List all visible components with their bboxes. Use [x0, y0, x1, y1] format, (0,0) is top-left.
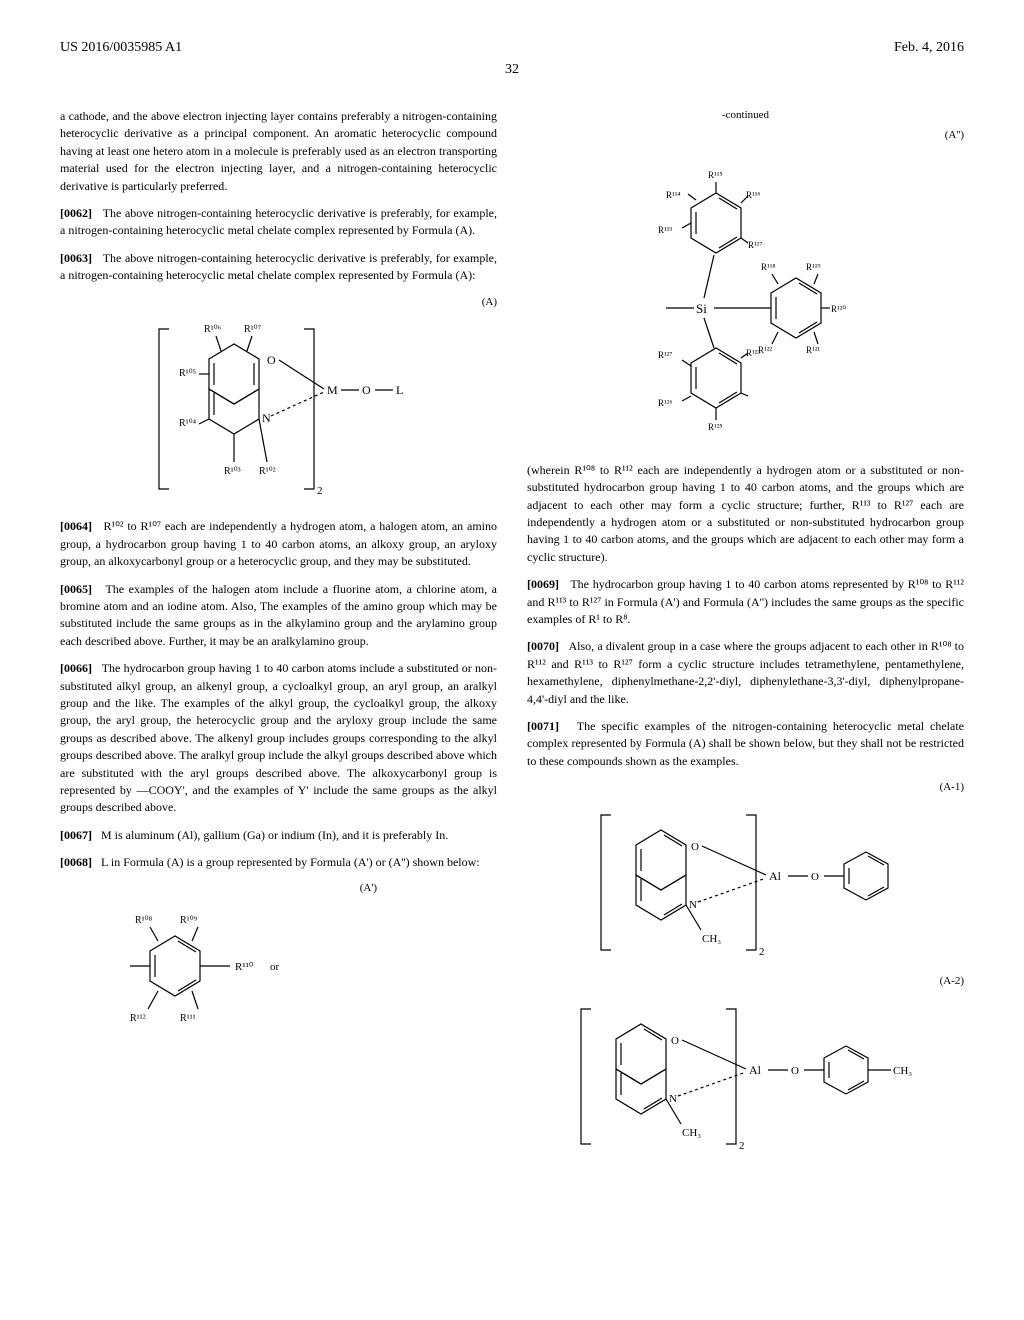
svg-text:R¹¹⁶: R¹¹⁶ — [746, 190, 761, 200]
para-0061-cont: a cathode, and the above electron inject… — [60, 108, 497, 195]
para-num: [0067] — [60, 828, 92, 842]
svg-text:R¹²⁷: R¹²⁷ — [658, 350, 673, 360]
para-text: The examples of the halogen atom include… — [60, 582, 497, 648]
svg-text:2: 2 — [759, 946, 765, 958]
svg-text:O: O — [267, 353, 276, 367]
svg-text:2: 2 — [739, 1140, 745, 1152]
formula-A2prime-label: (A'') — [527, 128, 964, 144]
para-0067: [0067] M is aluminum (Al), gallium (Ga) … — [60, 827, 497, 844]
para-text: L in Formula (A) is a group represented … — [101, 855, 480, 869]
svg-text:R¹¹⁴: R¹¹⁴ — [666, 190, 681, 200]
svg-text:R¹⁰⁵: R¹⁰⁵ — [179, 368, 196, 379]
formula-A1-label: (A-1) — [527, 780, 964, 796]
para-0070: [0070] Also, a divalent group in a case … — [527, 638, 964, 708]
svg-text:R¹⁰⁹: R¹⁰⁹ — [180, 915, 198, 926]
svg-text:O: O — [671, 1035, 679, 1047]
para-0064: [0064] R¹⁰² to R¹⁰⁷ each are independent… — [60, 518, 497, 570]
svg-text:R¹²⁶: R¹²⁶ — [658, 398, 673, 408]
para-text: The above nitrogen-containing heterocycl… — [60, 206, 497, 237]
para-text: The specific examples of the nitrogen-co… — [527, 719, 964, 768]
svg-text:R¹²⁰: R¹²⁰ — [831, 304, 846, 314]
formula-Aprime-label: (A') — [60, 881, 497, 897]
para-0063: [0063] The above nitrogen-containing het… — [60, 250, 497, 285]
svg-text:R¹¹⁵: R¹¹⁵ — [708, 170, 723, 180]
svg-text:R¹²¹: R¹²¹ — [806, 345, 820, 355]
svg-text:R¹¹²: R¹¹² — [130, 1013, 146, 1024]
formula-A2-diagram: 2 O N Al O — [566, 994, 926, 1154]
svg-text:CH₃: CH₃ — [682, 1127, 701, 1139]
para-0065: [0065] The examples of the halogen atom … — [60, 581, 497, 651]
page-header: US 2016/0035985 A1 Feb. 4, 2016 — [60, 40, 964, 56]
para-num: [0071] — [527, 719, 559, 733]
para-text: The hydrocarbon group having 1 to 40 car… — [527, 577, 964, 626]
svg-text:R¹²²: R¹²² — [758, 345, 772, 355]
svg-text:R¹¹⁷: R¹¹⁷ — [748, 240, 763, 250]
svg-text:O: O — [691, 841, 699, 853]
para-0066: [0066] The hydrocarbon group having 1 to… — [60, 660, 497, 817]
left-column: a cathode, and the above electron inject… — [60, 108, 497, 1168]
svg-text:or: or — [270, 961, 280, 973]
para-0069: [0069] The hydrocarbon group having 1 to… — [527, 576, 964, 628]
para-text: The hydrocarbon group having 1 to 40 car… — [60, 661, 497, 814]
para-text: The above nitrogen-containing heterocycl… — [60, 251, 497, 282]
para-num: [0064] — [60, 519, 92, 533]
svg-text:R¹⁰⁷: R¹⁰⁷ — [244, 324, 262, 335]
svg-text:O: O — [791, 1065, 799, 1077]
svg-text:R¹¹⁰: R¹¹⁰ — [235, 961, 254, 973]
svg-text:M: M — [327, 383, 338, 397]
svg-text:R¹¹¹: R¹¹¹ — [180, 1013, 196, 1024]
para-num: [0066] — [60, 661, 92, 675]
formula-A-diagram: 2 O N M O — [149, 314, 409, 504]
para-text: Also, a divalent group in a case where t… — [527, 639, 964, 705]
formula-A1-diagram: 2 O N Al O — [586, 800, 906, 960]
page-number: 32 — [60, 62, 964, 78]
para-text: M is aluminum (Al), gallium (Ga) or indi… — [101, 828, 448, 842]
svg-text:CH₃: CH₃ — [893, 1065, 912, 1077]
formula-A2-label: (A-2) — [527, 974, 964, 990]
para-num: [0062] — [60, 206, 92, 220]
continued-label: -continued — [527, 108, 964, 124]
svg-text:O: O — [362, 383, 371, 397]
para-0071: [0071] The specific examples of the nitr… — [527, 718, 964, 770]
para-num: [0065] — [60, 582, 92, 596]
svg-text:R¹²⁵: R¹²⁵ — [708, 422, 723, 432]
svg-text:R¹⁰³: R¹⁰³ — [224, 466, 241, 477]
two-column-layout: a cathode, and the above electron inject… — [60, 108, 964, 1168]
right-column: -continued (A'') Si R¹¹³ R¹¹⁴ — [527, 108, 964, 1168]
formula-A2prime-diagram: Si R¹¹³ R¹¹⁴ R¹¹⁵ R¹¹⁶ R¹¹⁷ — [596, 148, 896, 448]
svg-text:N: N — [669, 1093, 677, 1105]
svg-text:R¹²⁴: R¹²⁴ — [748, 392, 763, 402]
patent-page: US 2016/0035985 A1 Feb. 4, 2016 32 a cat… — [0, 0, 1024, 1320]
svg-text:R¹⁰⁸: R¹⁰⁸ — [135, 915, 153, 926]
para-num: [0068] — [60, 855, 92, 869]
formula-Aprime-diagram: R¹¹⁰ or R¹⁰⁸ R¹⁰⁹ R¹¹¹ R¹¹² — [80, 901, 300, 1031]
svg-text:Si: Si — [696, 301, 707, 316]
svg-text:L: L — [396, 383, 403, 397]
para-num: [0070] — [527, 639, 559, 653]
doc-number: US 2016/0035985 A1 — [60, 40, 182, 56]
svg-text:2: 2 — [317, 485, 323, 497]
svg-text:R¹⁰⁴: R¹⁰⁴ — [179, 418, 197, 429]
para-0068: [0068] L in Formula (A) is a group repre… — [60, 854, 497, 871]
para-0062: [0062] The above nitrogen-containing het… — [60, 205, 497, 240]
svg-text:R¹²³: R¹²³ — [746, 348, 760, 358]
para-num: [0069] — [527, 577, 559, 591]
svg-text:R¹⁰²: R¹⁰² — [259, 466, 276, 477]
svg-text:R¹¹³: R¹¹³ — [658, 225, 672, 235]
svg-text:R¹¹⁸: R¹¹⁸ — [761, 262, 776, 272]
svg-text:Al: Al — [749, 1063, 762, 1077]
para-0068-wherein: (wherein R¹⁰⁸ to R¹¹² each are independe… — [527, 462, 964, 566]
para-text: R¹⁰² to R¹⁰⁷ each are independently a hy… — [60, 519, 497, 568]
svg-text:N: N — [262, 411, 271, 425]
svg-text:N: N — [689, 899, 697, 911]
svg-text:CH₃: CH₃ — [702, 933, 721, 945]
svg-text:Al: Al — [769, 869, 782, 883]
svg-text:O: O — [811, 871, 819, 883]
formula-A-label: (A) — [60, 295, 497, 311]
pub-date: Feb. 4, 2016 — [894, 40, 964, 56]
para-num: [0063] — [60, 251, 92, 265]
svg-text:R¹⁰⁶: R¹⁰⁶ — [204, 324, 222, 335]
svg-text:R¹¹⁹: R¹¹⁹ — [806, 262, 821, 272]
